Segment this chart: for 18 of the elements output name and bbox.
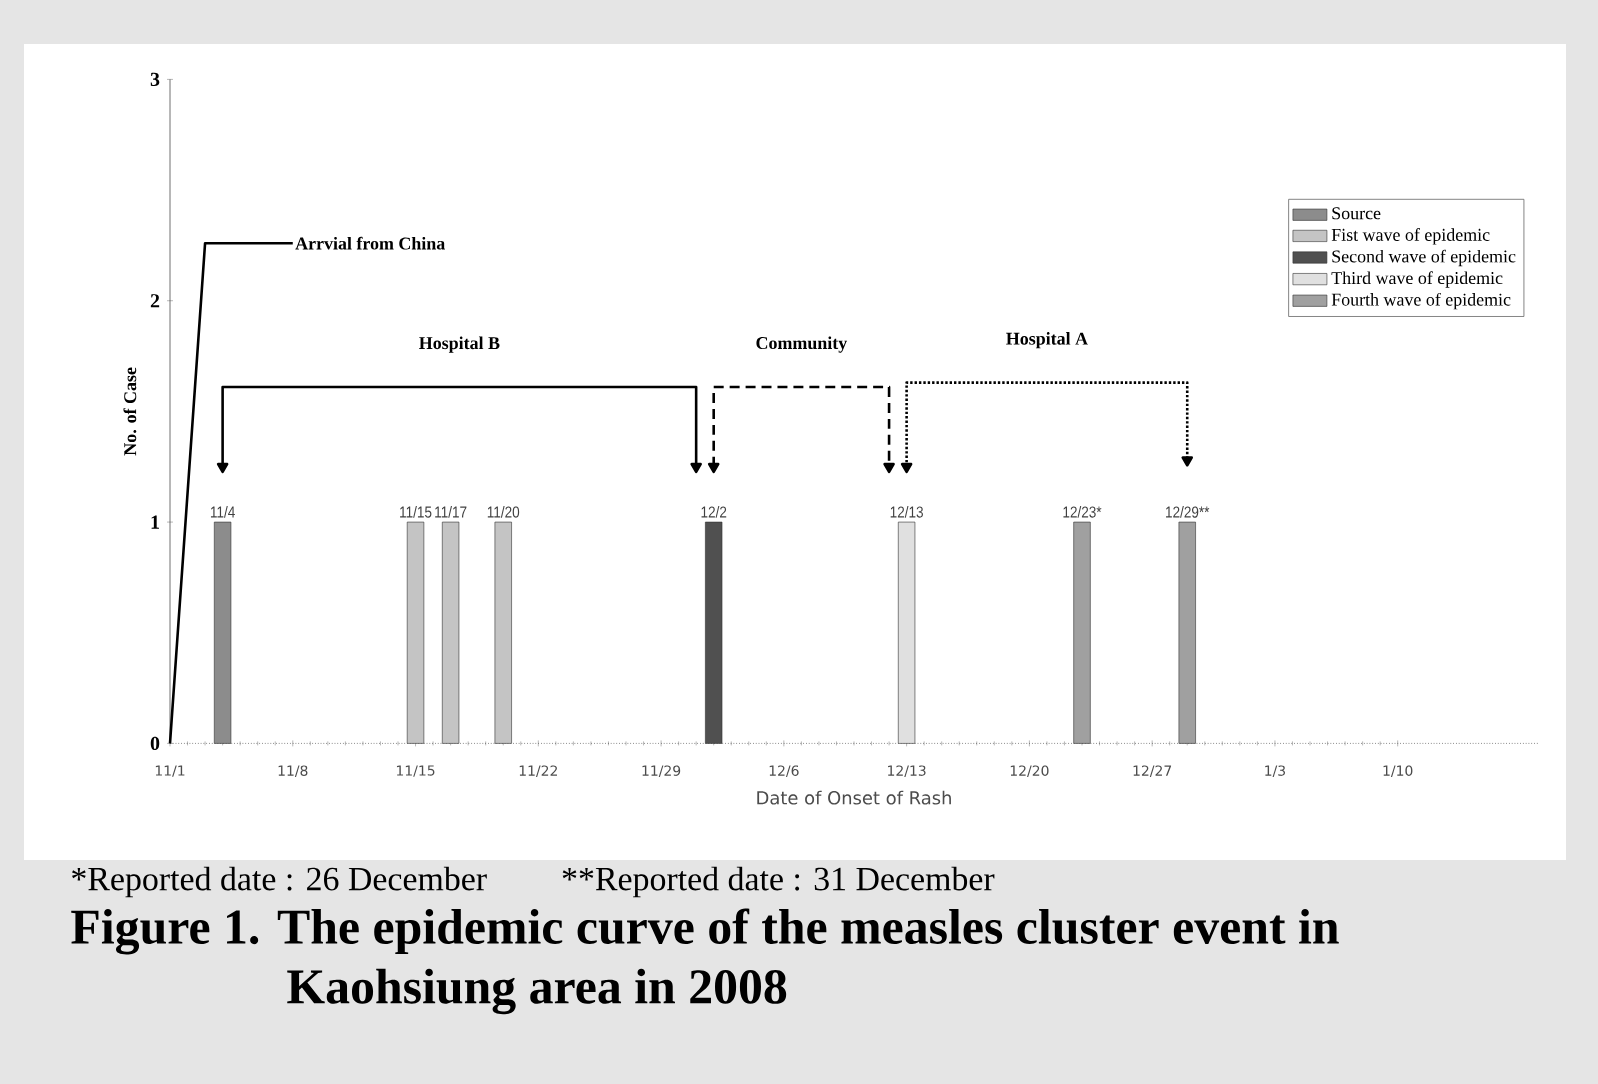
annotation: Arrvial from China [295,236,445,250]
legend-label: Fist wave of epidemic [1331,228,1490,245]
text: *Reported date : 26 December [72,866,487,898]
y-tick-label: 2 [150,294,160,308]
text: Figure 1. The epidemic curve of the measles cluster event in Kaohsiung area in 2008 [71,908,1339,1015]
annotation: Hospital A [1006,332,1088,349]
x-axis-title: Date of Onset of Rash [757,790,951,805]
annotation: Community [756,336,848,353]
legend-label: Source [1332,207,1381,220]
y-tick-label: 3 [150,72,160,87]
legend-label: Fourth wave of epidemic [1331,292,1511,310]
text: **Reported date : 31 December [562,866,995,898]
y-axis-title: No. of Case [123,367,137,456]
legend-label: Third wave of epidemic [1331,271,1503,288]
y-tick-label: 1 [151,515,159,529]
y-tick-label: 0 [150,736,160,751]
annotation: Hospital B [419,336,500,353]
legend-label: Second wave of epidemic [1332,249,1516,267]
